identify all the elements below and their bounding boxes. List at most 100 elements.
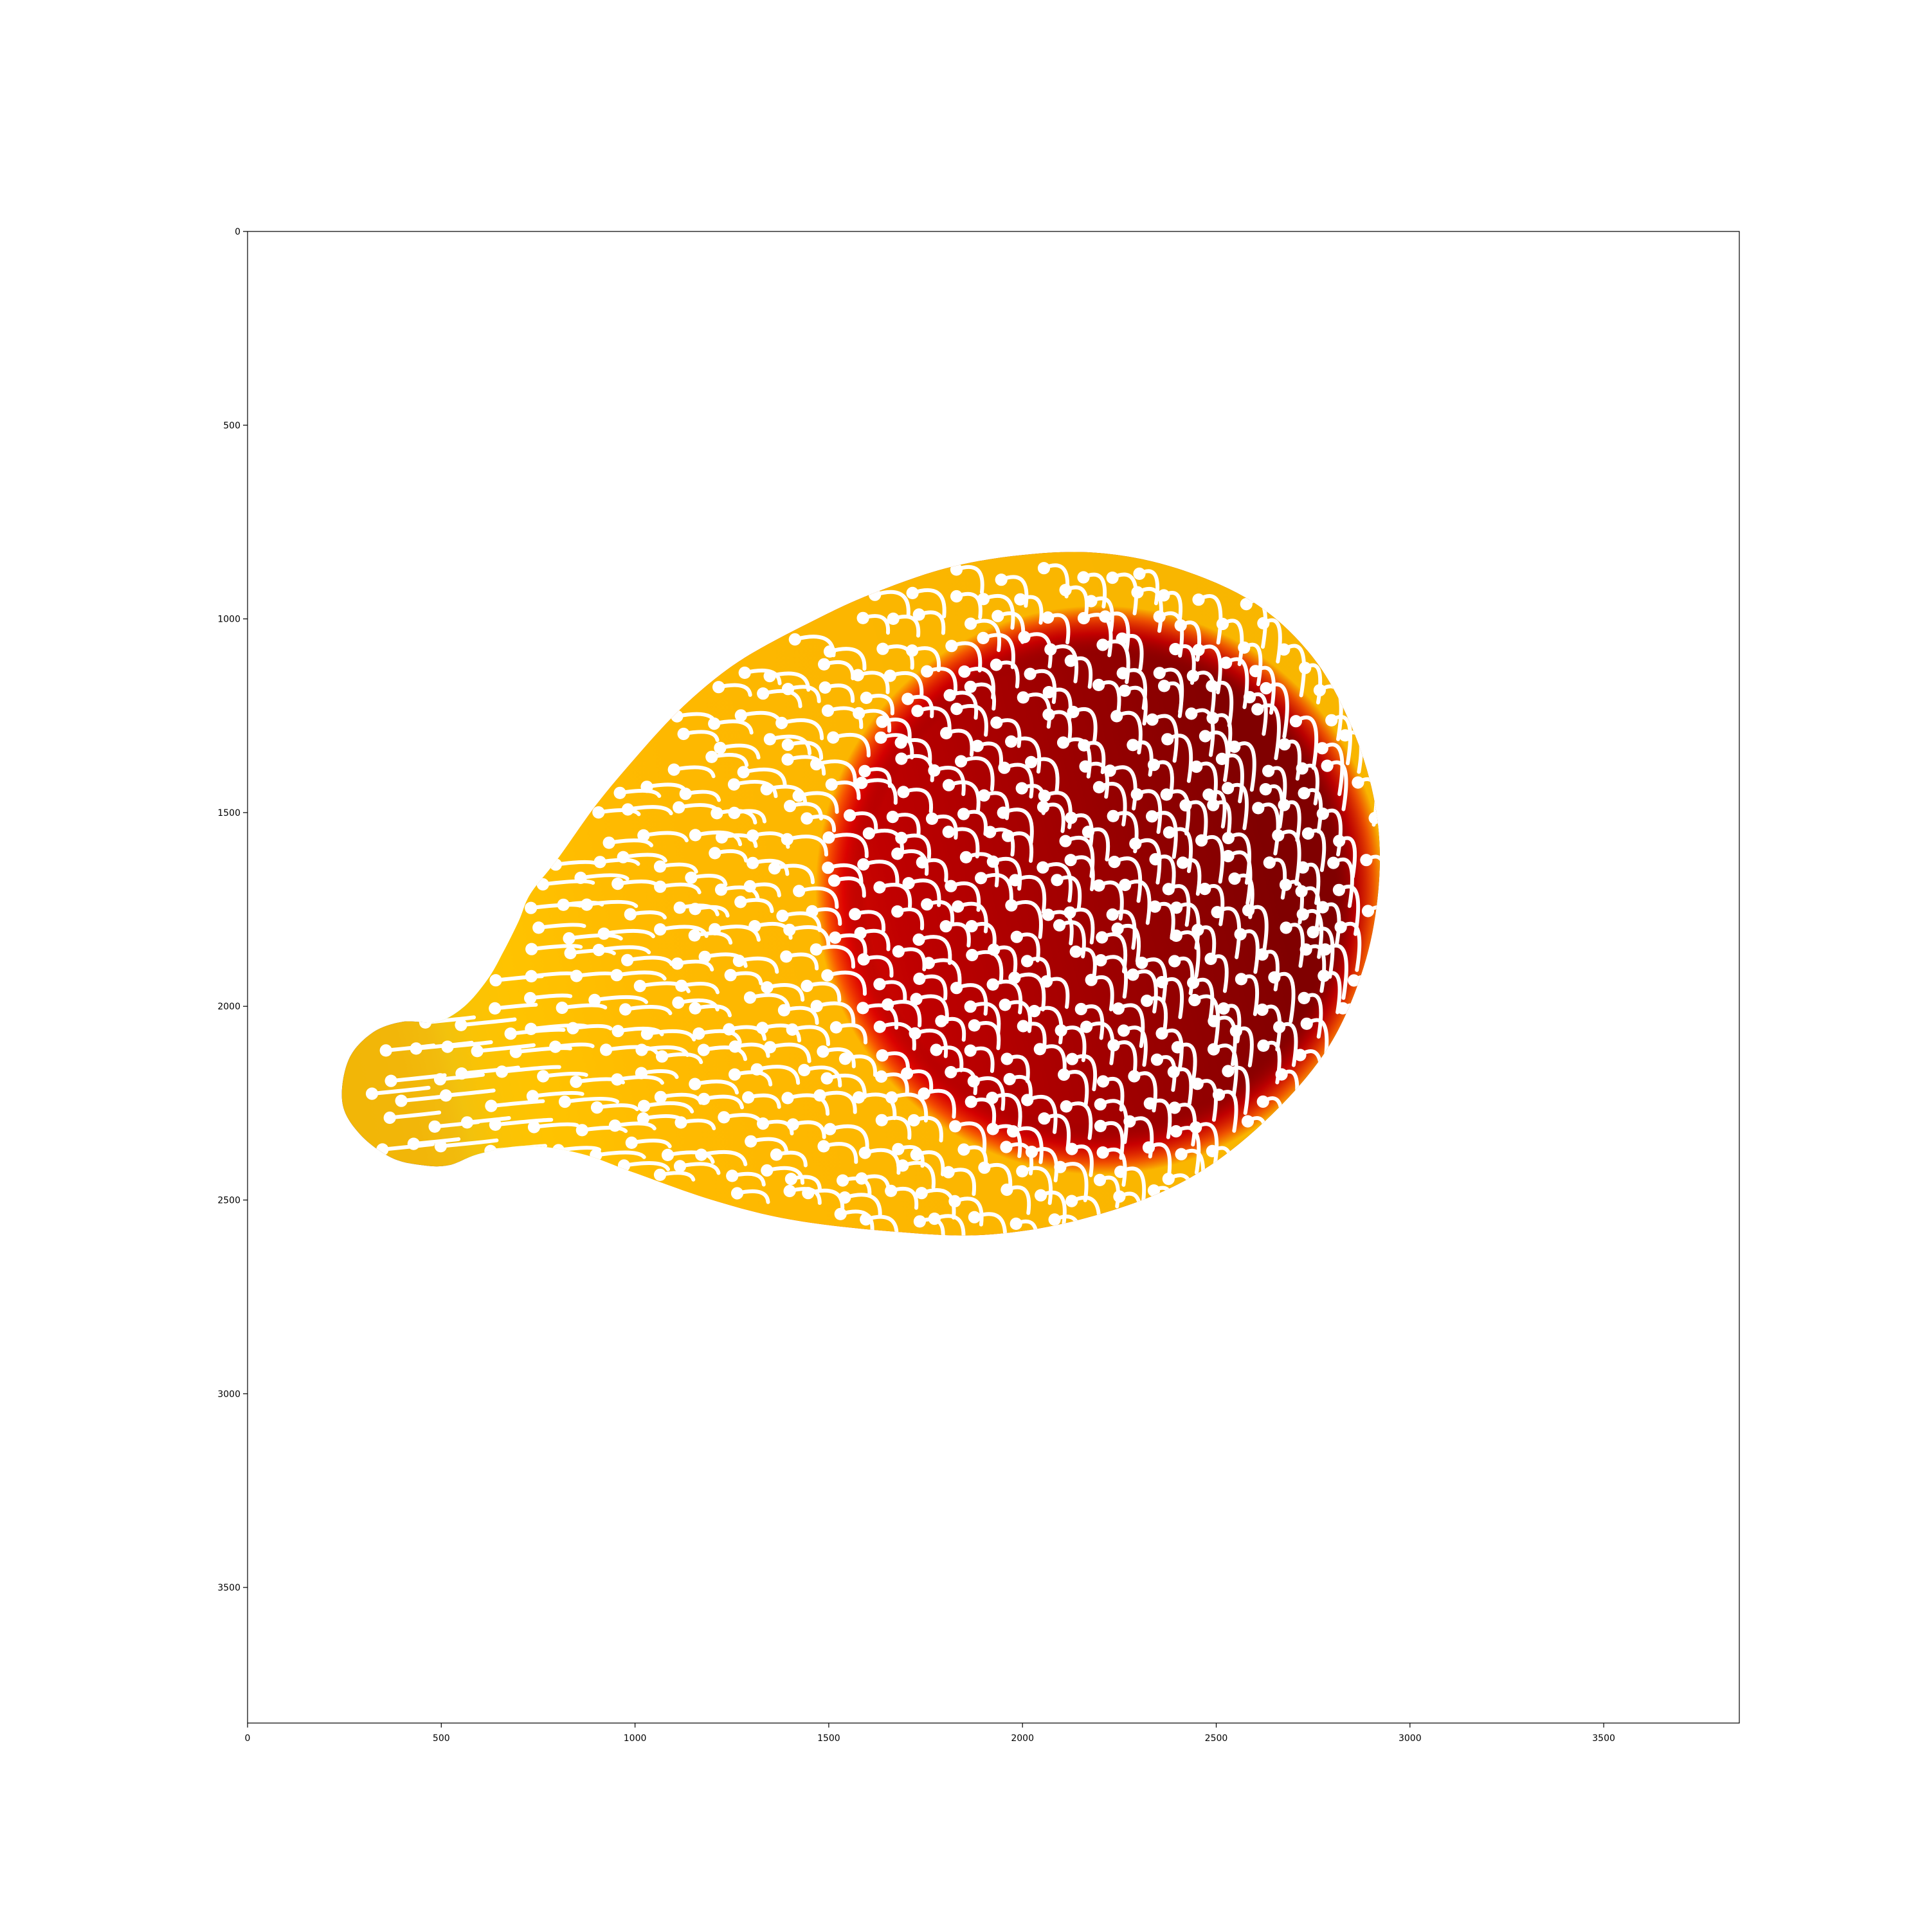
trajectory-start-marker bbox=[635, 1067, 648, 1079]
trajectory-streak bbox=[1110, 572, 1138, 616]
trajectory-streak bbox=[1281, 644, 1306, 698]
trajectory-start-marker bbox=[592, 806, 605, 819]
trajectory-start-marker bbox=[489, 1002, 502, 1015]
trajectory-start-marker bbox=[1251, 703, 1264, 716]
trajectory-start-marker bbox=[1257, 1039, 1270, 1052]
trajectory-start-marker bbox=[1092, 781, 1105, 793]
trajectory-start-marker bbox=[1092, 678, 1105, 691]
trajectory-streak bbox=[625, 955, 674, 966]
trajectory-start-marker bbox=[484, 1144, 497, 1157]
trajectory-start-marker bbox=[714, 741, 727, 754]
trajectory-start-marker bbox=[712, 681, 725, 694]
trajectory-start-marker bbox=[882, 998, 894, 1011]
trajectory-streak bbox=[806, 1188, 845, 1211]
trajectory-start-marker bbox=[823, 645, 837, 658]
trajectory-start-marker bbox=[1001, 1183, 1013, 1196]
trajectory-start-marker bbox=[1146, 810, 1159, 823]
trajectory-start-marker bbox=[633, 980, 646, 993]
trajectory-streak bbox=[741, 767, 787, 787]
trajectory-start-marker bbox=[907, 1114, 920, 1127]
trajectory-start-marker bbox=[784, 800, 797, 813]
trajectory-start-marker bbox=[1028, 1005, 1041, 1018]
trajectory-start-marker bbox=[770, 1148, 783, 1161]
trajectory-streak bbox=[602, 928, 655, 939]
trajectory-start-marker bbox=[1207, 1043, 1220, 1056]
trajectory-streak bbox=[768, 734, 812, 755]
trajectory-start-marker bbox=[838, 1191, 851, 1204]
trajectory-start-marker bbox=[1017, 1020, 1029, 1033]
trajectory-start-marker bbox=[1199, 730, 1211, 743]
trajectory-streak bbox=[815, 1001, 856, 1025]
trajectory-start-marker bbox=[673, 1160, 687, 1173]
trajectory-streak bbox=[560, 1003, 608, 1010]
trajectory-start-marker bbox=[786, 1118, 799, 1131]
trajectory-start-marker bbox=[1187, 977, 1200, 989]
trajectory-streak bbox=[818, 1090, 857, 1114]
trajectory-streak bbox=[1320, 743, 1345, 797]
trajectory-start-marker bbox=[906, 586, 919, 600]
trajectory-start-marker bbox=[737, 766, 750, 779]
trajectory-start-marker bbox=[986, 1123, 999, 1135]
trajectory-start-marker bbox=[748, 920, 761, 933]
y-tick-label: 500 bbox=[223, 420, 240, 431]
trajectory-streak bbox=[446, 1040, 493, 1049]
trajectory-streak bbox=[489, 1099, 545, 1108]
trajectory-start-marker bbox=[705, 750, 718, 763]
trajectory-streak bbox=[878, 1022, 916, 1051]
trajectory-start-marker bbox=[611, 1025, 624, 1038]
trajectory-start-marker bbox=[1060, 1100, 1073, 1113]
trajectory-start-marker bbox=[776, 909, 789, 923]
trajectory-start-marker bbox=[1157, 589, 1170, 602]
y-tick-label: 3500 bbox=[217, 1583, 240, 1593]
trajectory-start-marker bbox=[1300, 1017, 1313, 1030]
trajectory-start-marker bbox=[1118, 1024, 1130, 1037]
trajectory-start-marker bbox=[1042, 611, 1055, 624]
trajectory-start-marker bbox=[910, 993, 923, 1006]
trajectory-start-marker bbox=[821, 704, 835, 717]
trajectory-start-marker bbox=[734, 709, 747, 722]
trajectory-start-marker bbox=[992, 609, 1004, 622]
trajectory-start-marker bbox=[1024, 667, 1037, 680]
trajectory-start-marker bbox=[855, 777, 868, 790]
trajectory-streak bbox=[529, 944, 583, 952]
trajectory-start-marker bbox=[1316, 808, 1329, 820]
trajectory-start-marker bbox=[873, 1020, 886, 1033]
trajectory-start-marker bbox=[783, 923, 796, 936]
trajectory-start-marker bbox=[677, 727, 690, 741]
trajectory-start-marker bbox=[419, 1016, 432, 1029]
trajectory-start-marker bbox=[434, 1140, 448, 1153]
trajectory-start-marker bbox=[689, 829, 702, 842]
trajectory-start-marker bbox=[1106, 908, 1119, 921]
trajectory-start-marker bbox=[873, 881, 886, 894]
trajectory-start-marker bbox=[654, 923, 667, 936]
trajectory-start-marker bbox=[1021, 1094, 1034, 1106]
trajectory-start-marker bbox=[968, 1019, 981, 1032]
trajectory-start-marker bbox=[673, 901, 686, 914]
trajectory-start-marker bbox=[906, 644, 919, 657]
trajectory-start-marker bbox=[1155, 976, 1168, 989]
trajectory-streak bbox=[623, 1005, 673, 1015]
trajectory-start-marker bbox=[854, 926, 867, 939]
trajectory-start-marker bbox=[730, 1187, 744, 1200]
trajectory-start-marker bbox=[747, 856, 759, 869]
trajectory-start-marker bbox=[558, 1096, 572, 1108]
trajectory-start-marker bbox=[1240, 598, 1253, 611]
trajectory-start-marker bbox=[1094, 1119, 1107, 1132]
trajectory-start-marker bbox=[1064, 655, 1077, 667]
trajectory-start-marker bbox=[964, 617, 977, 630]
trajectory-start-marker bbox=[724, 969, 737, 982]
trajectory-start-marker bbox=[857, 858, 870, 871]
trajectory-start-marker bbox=[1003, 1072, 1016, 1086]
x-tick-label: 3000 bbox=[1399, 1733, 1422, 1744]
trajectory-start-marker bbox=[455, 1018, 467, 1031]
trajectory-streak bbox=[621, 853, 667, 863]
trajectory-start-marker bbox=[891, 847, 904, 860]
trajectory-start-marker bbox=[792, 790, 805, 802]
trajectory-start-marker bbox=[1107, 809, 1119, 822]
trajectory-start-marker bbox=[1096, 1146, 1109, 1159]
trajectory-start-marker bbox=[945, 640, 958, 653]
trajectory-start-marker bbox=[489, 974, 502, 987]
trajectory-start-marker bbox=[1319, 943, 1332, 956]
trajectory-start-marker bbox=[1113, 1190, 1126, 1203]
trajectory-streak bbox=[1058, 1162, 1089, 1202]
